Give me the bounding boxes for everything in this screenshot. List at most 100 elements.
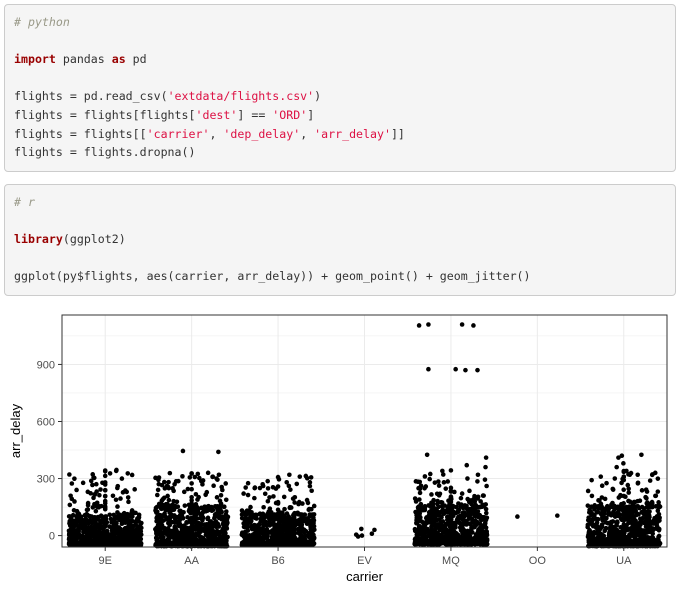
data-point: [415, 530, 421, 535]
data-point: [102, 530, 108, 536]
data-point: [93, 508, 99, 514]
data-point: [76, 514, 82, 519]
data-point: [111, 527, 117, 532]
data-point: [216, 449, 221, 455]
data-point: [113, 497, 119, 503]
data-point: [154, 492, 160, 498]
data-point: [307, 539, 313, 544]
data-point: [471, 323, 476, 328]
data-point: [417, 486, 423, 492]
data-point: [180, 448, 186, 454]
data-point: [654, 518, 660, 523]
data-point: [655, 508, 661, 513]
data-point: [468, 508, 474, 514]
data-point: [478, 499, 483, 504]
data-point: [214, 476, 219, 481]
data-point: [627, 511, 633, 516]
data-point: [287, 504, 293, 510]
data-point: [594, 509, 600, 515]
data-point: [189, 486, 194, 492]
data-point: [94, 504, 100, 510]
data-point: [189, 515, 194, 521]
data-point: [69, 481, 75, 486]
data-point: [477, 525, 483, 531]
data-point: [257, 485, 263, 491]
data-point: [290, 528, 296, 534]
data-point: [154, 536, 160, 541]
data-point: [656, 534, 661, 540]
data-point: [422, 504, 428, 509]
data-point: [588, 538, 594, 544]
r-code-block[interactable]: # r library(ggplot2) ggplot(py$flights, …: [4, 184, 676, 296]
data-point: [159, 538, 165, 544]
data-point: [608, 542, 613, 548]
data-point: [369, 531, 375, 536]
data-point: [612, 476, 618, 481]
data-point: [439, 500, 445, 505]
data-point: [245, 520, 251, 525]
data-point: [412, 496, 418, 501]
data-point: [599, 511, 605, 516]
data-point: [180, 515, 186, 521]
data-point: [189, 520, 194, 526]
select-columns-line: flights = flights[['carrier', 'dep_delay…: [14, 126, 405, 141]
data-point: [295, 521, 301, 526]
data-point: [604, 504, 610, 510]
data-point: [270, 535, 276, 541]
data-point: [205, 504, 210, 510]
data-point: [654, 540, 660, 545]
data-point: [256, 536, 262, 541]
data-point: [585, 522, 591, 528]
data-point: [427, 471, 433, 477]
data-point: [615, 504, 621, 510]
data-point: [632, 522, 637, 528]
data-point: [429, 534, 435, 540]
data-point: [267, 495, 272, 500]
data-point: [102, 520, 108, 526]
data-point: [427, 515, 433, 520]
data-point: [189, 538, 194, 543]
data-point: [87, 538, 92, 544]
data-point: [607, 525, 613, 530]
data-point: [464, 529, 470, 535]
data-point: [453, 366, 458, 372]
x-axis-label: carrier: [346, 569, 384, 584]
data-point: [196, 524, 201, 529]
data-point: [588, 542, 593, 548]
data-point: [555, 513, 560, 518]
data-point: [223, 481, 229, 486]
data-point: [198, 511, 203, 517]
data-point: [639, 528, 645, 533]
data-point: [445, 479, 451, 484]
data-point: [423, 484, 429, 489]
data-point: [166, 479, 171, 485]
data-point: [175, 504, 181, 509]
data-point: [193, 501, 199, 507]
data-point: [593, 516, 599, 522]
python-code-block[interactable]: # python import pandas as pd flights = p…: [4, 4, 676, 172]
data-point: [475, 494, 481, 500]
data-point: [167, 515, 173, 520]
data-point: [96, 533, 102, 539]
data-point: [476, 534, 481, 539]
data-point: [372, 527, 377, 533]
data-point: [301, 538, 306, 543]
data-point: [123, 540, 128, 546]
data-point: [189, 530, 194, 536]
data-point: [113, 520, 119, 526]
data-point: [265, 511, 270, 517]
data-point: [635, 481, 641, 486]
x-tick-label: AA: [184, 555, 199, 567]
data-point: [115, 530, 120, 536]
data-point: [616, 455, 621, 460]
data-point: [218, 492, 224, 498]
data-point: [648, 536, 653, 541]
data-point: [189, 471, 194, 476]
data-point: [297, 474, 303, 479]
data-point: [171, 528, 177, 533]
data-point: [290, 496, 296, 501]
data-point: [70, 512, 76, 518]
data-point: [462, 520, 468, 525]
data-point: [443, 530, 449, 535]
data-point: [89, 542, 95, 548]
